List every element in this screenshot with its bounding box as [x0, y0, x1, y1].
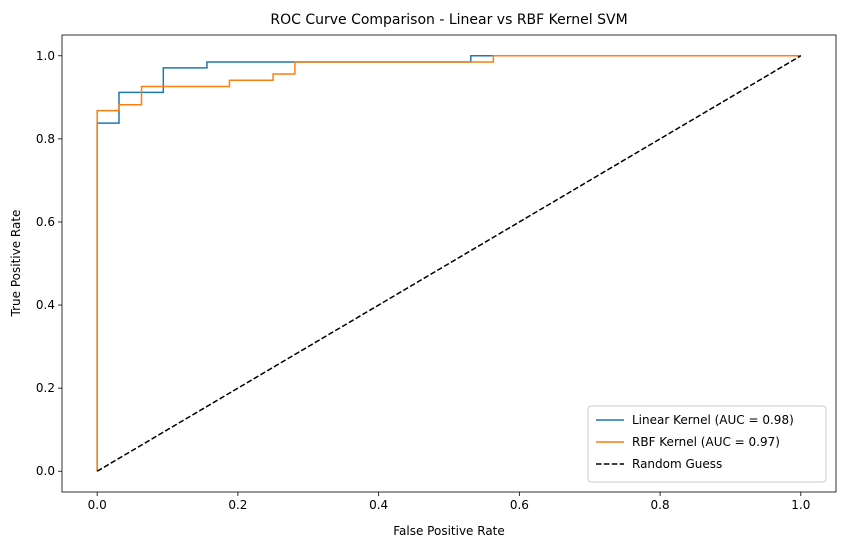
- legend: Linear Kernel (AUC = 0.98) RBF Kernel (AU…: [587, 405, 827, 483]
- y-tick-label: 0.6: [36, 215, 55, 229]
- plot-area: [61, 34, 837, 493]
- y-tick-label: 0.2: [36, 381, 55, 395]
- legend-label: RBF Kernel (AUC = 0.97): [632, 435, 780, 449]
- x-tick-label: 0.8: [651, 498, 670, 512]
- x-tick-label: 0.4: [369, 498, 388, 512]
- x-tick-label: 1.0: [791, 498, 810, 512]
- series-line-2: [96, 55, 802, 472]
- legend-label: Random Guess: [632, 457, 722, 471]
- y-axis-ticks: 0.0 0.2 0.4 0.6 0.8 1.0: [36, 49, 62, 478]
- y-tick-label: 0.0: [36, 464, 55, 478]
- plot-frame: [61, 34, 837, 493]
- y-axis-label: True Positive Rate: [9, 210, 23, 318]
- series-line-1: [96, 55, 801, 472]
- y-tick-label: 0.8: [36, 132, 55, 146]
- y-tick-label: 0.4: [36, 298, 55, 312]
- series-line-0: [96, 55, 801, 472]
- x-tick-label: 0.6: [510, 498, 529, 512]
- x-axis-ticks: 0.0 0.2 0.4 0.6 0.8 1.0: [88, 492, 810, 512]
- x-axis-label: False Positive Rate: [393, 524, 505, 538]
- y-tick-label: 1.0: [36, 49, 55, 63]
- legend-label: Linear Kernel (AUC = 0.98): [632, 413, 794, 427]
- x-tick-label: 0.2: [228, 498, 247, 512]
- x-tick-label: 0.0: [88, 498, 107, 512]
- chart-title: ROC Curve Comparison - Linear vs RBF Ker…: [270, 12, 627, 28]
- legend-box: [587, 405, 827, 483]
